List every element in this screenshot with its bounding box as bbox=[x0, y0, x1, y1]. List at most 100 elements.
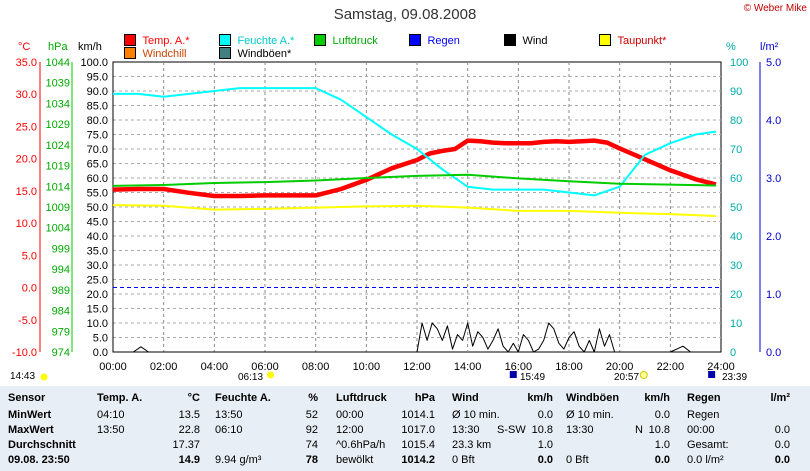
table-cell-wind_t: 0 Bft bbox=[452, 454, 475, 466]
table-cell-hum_v: 52 bbox=[305, 409, 318, 421]
table-cell-press_t: 00:00 bbox=[336, 409, 364, 421]
table-cell-gust_v: 0.0 bbox=[654, 454, 670, 466]
table-header-wind: Wind bbox=[452, 392, 479, 404]
x-tick-label: 00:00 bbox=[99, 361, 127, 373]
table-cell-label: 09.08. 23:50 bbox=[8, 454, 70, 466]
table-cell-gust_t: 0 Bft bbox=[566, 454, 589, 466]
table-cell-hum_t: 13:50 bbox=[215, 409, 243, 421]
legend-label-temp: Temp. A.* bbox=[142, 35, 190, 47]
y-tick-temp: 5.0 bbox=[22, 250, 37, 262]
legend-label-humidity: Feuchte A.* bbox=[237, 35, 295, 47]
table-header-temp: Temp. A. bbox=[97, 392, 143, 404]
y-tick-wind: 65.0 bbox=[87, 159, 108, 171]
table-cell-gust_v: 0.0 bbox=[654, 409, 670, 421]
y-tick-wind: 15.0 bbox=[87, 304, 108, 316]
table-cell-press_v: 1017.0 bbox=[401, 424, 435, 436]
y-tick-wind: 0.0 bbox=[93, 347, 108, 359]
y-tick-pressure: 979 bbox=[52, 326, 70, 338]
legend-item-temp: Temp. A.* bbox=[124, 31, 190, 49]
table-cell-wind_v: 10.8 bbox=[531, 424, 553, 436]
humidity-unit-label: % bbox=[726, 41, 736, 53]
sunset-icon bbox=[639, 371, 648, 379]
moonset-label: 23:39 bbox=[722, 372, 748, 383]
y-tick-wind: 30.0 bbox=[87, 260, 108, 272]
series-line bbox=[112, 204, 716, 217]
x-tick-label: 14:00 bbox=[454, 361, 482, 373]
table-header-humidity: Feuchte A. bbox=[215, 392, 271, 404]
pressure-unit-label: hPa bbox=[48, 41, 68, 53]
y-tick-rain: 4.0 bbox=[766, 115, 781, 127]
y-tick-pressure: 1019 bbox=[46, 161, 70, 173]
legend-label-rain: Regen bbox=[427, 35, 460, 47]
series-line bbox=[112, 138, 717, 199]
y-tick-humidity: 20 bbox=[730, 289, 742, 301]
legend-label-wind: Wind bbox=[522, 35, 548, 47]
y-tick-wind: 80.0 bbox=[87, 115, 108, 127]
y-tick-wind: 85.0 bbox=[87, 101, 108, 113]
table-header-pressure: Luftdruck bbox=[336, 392, 387, 404]
rain-unit-label: l/m² bbox=[760, 41, 779, 53]
y-tick-humidity: 100 bbox=[730, 57, 748, 69]
table-header-gusts-unit: km/h bbox=[644, 392, 670, 404]
legend-item-wind: Wind bbox=[504, 31, 548, 49]
y-tick-pressure: 1024 bbox=[46, 140, 70, 152]
table-cell-rain_v: 0.0 bbox=[774, 424, 790, 436]
y-tick-wind: 50.0 bbox=[87, 202, 108, 214]
table-cell-press_v: 1014.1 bbox=[401, 409, 435, 421]
y-tick-wind: 5.0 bbox=[93, 333, 108, 345]
table-cell-label: MinWert bbox=[8, 409, 52, 421]
table-cell-hum_v: 78 bbox=[305, 454, 318, 466]
legend-item-humidity: Feuchte A.* bbox=[219, 31, 294, 49]
y-tick-temp: 35.0 bbox=[16, 57, 37, 69]
y-tick-wind: 95.0 bbox=[87, 72, 108, 84]
y-tick-humidity: 30 bbox=[730, 260, 742, 272]
y-tick-pressure: 989 bbox=[52, 285, 70, 297]
table-cell-hum_v: 92 bbox=[305, 424, 318, 436]
y-tick-wind: 70.0 bbox=[87, 144, 108, 156]
sunrise-icon bbox=[267, 371, 275, 379]
table-cell-press_t: ^0.6hPa/h bbox=[336, 439, 386, 451]
sun-icon bbox=[40, 373, 48, 381]
legend-item-windchill: Windchill bbox=[124, 44, 186, 62]
table-cell-gust_d: N bbox=[635, 424, 643, 436]
table-cell-press_v: 1014.2 bbox=[401, 454, 435, 466]
table-cell-temp_t: 13:50 bbox=[97, 424, 125, 436]
y-tick-wind: 75.0 bbox=[87, 130, 108, 142]
y-tick-temp: 30.0 bbox=[16, 89, 37, 101]
table-cell-rain_t: Regen bbox=[687, 409, 720, 421]
y-tick-pressure: 1039 bbox=[46, 78, 70, 90]
y-tick-wind: 100.0 bbox=[80, 57, 108, 69]
wind-unit-label: km/h bbox=[78, 41, 102, 53]
table-header-sensor: Sensor bbox=[8, 392, 46, 404]
table-cell-wind_d: S-SW bbox=[497, 424, 526, 436]
legend-label-windchill: Windchill bbox=[142, 48, 187, 60]
table-cell-temp_v: 22.8 bbox=[178, 424, 200, 436]
table-cell-hum_t: 9.94 g/m³ bbox=[215, 454, 262, 466]
y-tick-wind: 10.0 bbox=[87, 318, 108, 330]
legend-item-pressure: Luftdruck bbox=[314, 31, 378, 49]
table-header-wind-unit: km/h bbox=[527, 392, 553, 404]
table-cell-rain_t: 00:00 bbox=[687, 424, 715, 436]
page-title: Samstag, 09.08.2008 bbox=[333, 6, 477, 23]
x-tick-label: 12:00 bbox=[403, 361, 431, 373]
x-tick-label: 20:00 bbox=[606, 361, 634, 373]
x-tick-label: 16:00 bbox=[505, 361, 533, 373]
left-time-label: 14:43 bbox=[10, 371, 36, 382]
table-cell-wind_t: 23.3 km bbox=[452, 439, 492, 451]
table-cell-temp_v: 17.37 bbox=[172, 439, 200, 451]
x-tick-label: 10:00 bbox=[353, 361, 381, 373]
sunset-label: 20:57 bbox=[614, 372, 640, 383]
legend-swatch-windchill bbox=[124, 46, 136, 59]
table-cell-gust_v: 10.8 bbox=[648, 424, 670, 436]
y-tick-wind: 90.0 bbox=[87, 86, 108, 98]
y-tick-temp: -10.0 bbox=[12, 347, 37, 359]
table-cell-rain_t: Gesamt: bbox=[687, 439, 729, 451]
table-cell-temp_v: 14.9 bbox=[178, 454, 200, 466]
y-tick-rain: 0.0 bbox=[766, 347, 781, 359]
x-tick-label: 18:00 bbox=[555, 361, 583, 373]
table-header-gusts: Windböen bbox=[566, 392, 620, 404]
table-cell-wind_t: 13:30 bbox=[452, 424, 480, 436]
y-tick-temp: 15.0 bbox=[16, 186, 37, 198]
y-tick-pressure: 1009 bbox=[46, 202, 70, 214]
